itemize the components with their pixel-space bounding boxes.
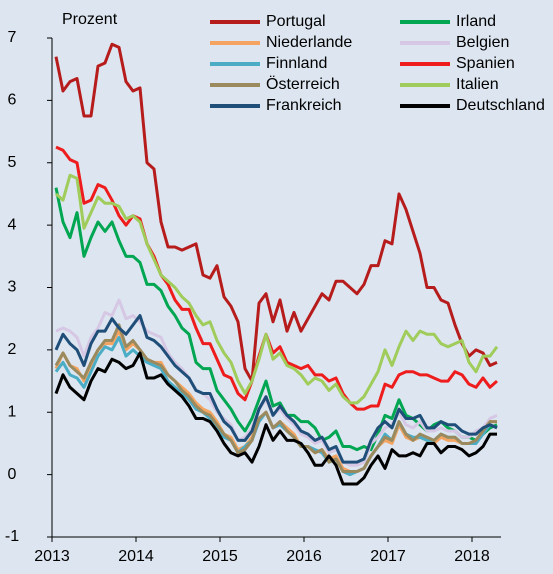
series-line [54, 323, 497, 474]
y-tick-label: -1 [5, 528, 19, 545]
series-line [55, 145, 498, 411]
y-tick-label: 1 [8, 403, 17, 420]
legend-label: Frankreich [266, 97, 342, 114]
x-tick-label: 2018 [454, 548, 490, 565]
x-tick-label: 2015 [202, 548, 238, 565]
legend-label: Spanien [456, 55, 515, 72]
legend-label: Italien [456, 76, 499, 93]
legend-label: Portugal [266, 13, 326, 30]
series-line [54, 351, 497, 486]
y-tick-label: 3 [8, 279, 17, 296]
legend-label: Irland [456, 13, 496, 30]
x-tick-label: 2016 [286, 548, 322, 565]
y-tick-label: 4 [8, 216, 17, 233]
legend-label: Niederlande [266, 34, 352, 51]
legend-label: Österreich [266, 75, 340, 93]
y-tick-label: 0 [8, 466, 17, 483]
y-tick-label: 2 [8, 341, 17, 358]
y-axis-label: Prozent [62, 11, 118, 28]
x-tick-label: 2013 [34, 548, 70, 565]
y-tick-label: 6 [8, 92, 17, 109]
series-line [54, 42, 498, 383]
legend-label: Belgien [456, 34, 509, 51]
y-tick-label: 7 [8, 29, 17, 46]
series-line [55, 173, 499, 405]
legend-label: Deutschland [456, 97, 545, 114]
series-line [54, 314, 498, 464]
legend-label: Finnland [266, 55, 327, 72]
x-tick-label: 2014 [118, 548, 154, 565]
y-tick-label: 5 [8, 154, 17, 171]
x-tick-label: 2017 [370, 548, 406, 565]
